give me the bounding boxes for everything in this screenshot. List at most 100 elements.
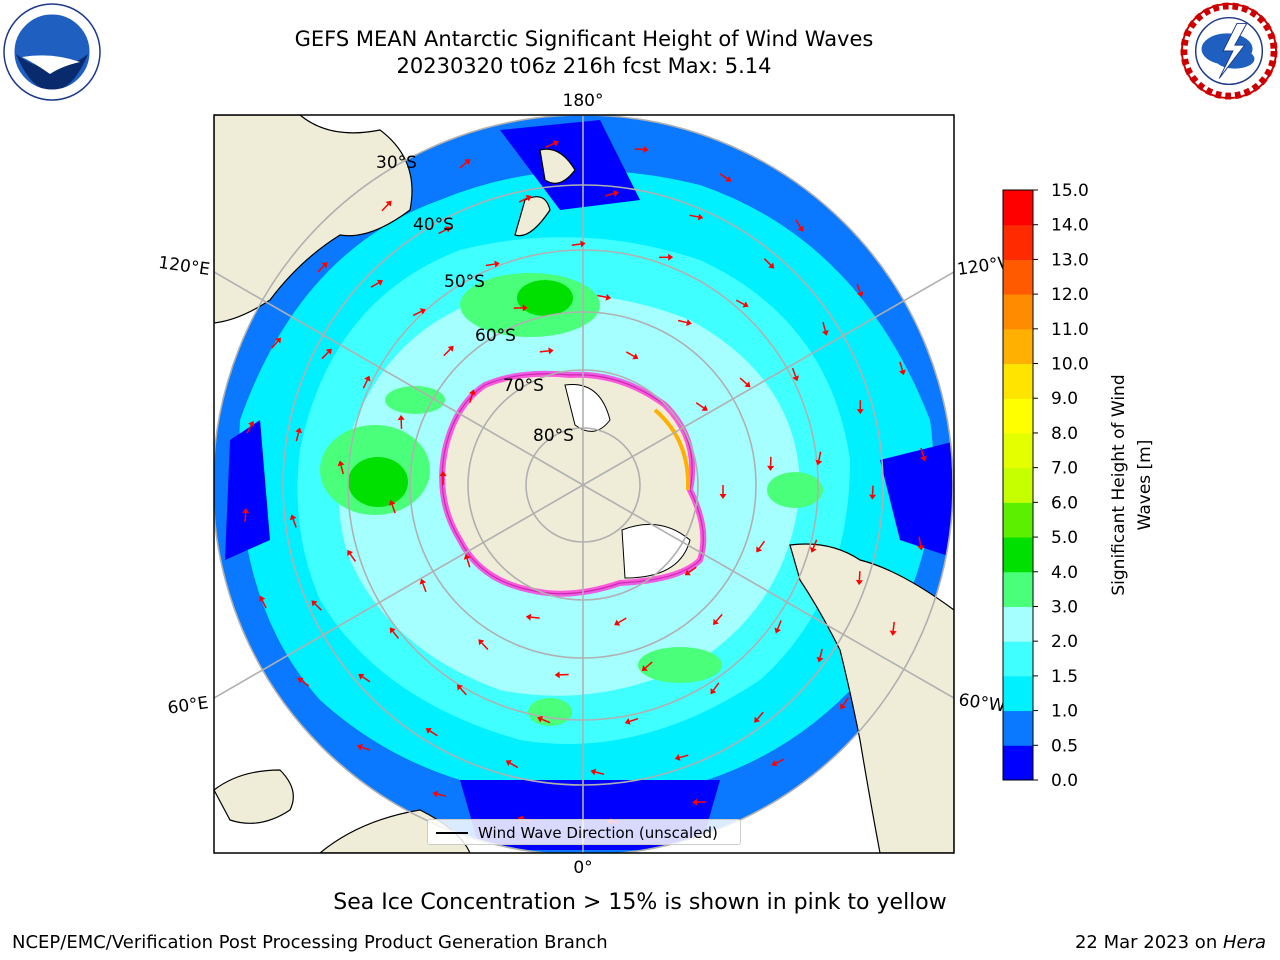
wave-direction-arrow-shaft [349, 553, 357, 562]
wave-direction-arrow-shaft [340, 465, 344, 475]
wave-direction-arrow-shaft [571, 243, 581, 247]
wave-direction-arrow-head [321, 262, 328, 269]
wave-patch-max-north [517, 280, 573, 316]
wave-direction-arrow-head [632, 353, 639, 360]
colorbar-tick-label: 15.0 [1051, 181, 1089, 201]
wave-direction-arrow-head [810, 546, 817, 553]
wave-direction-arrow-shaft [818, 451, 822, 461]
wave-direction-arrow-head [456, 684, 463, 691]
colorbar-tick-label: 8.0 [1051, 424, 1078, 444]
wave-direction-arrow-head [822, 329, 829, 336]
wave-direction-arrow-shaft [899, 361, 904, 371]
colorbar-tick-label: 5.0 [1051, 528, 1078, 548]
wave-direction-arrow-shaft [361, 746, 371, 751]
wave-direction-arrow-shaft [918, 536, 922, 546]
footer-host: Hera [1222, 932, 1266, 953]
wave-direction-arrow-head [713, 618, 719, 625]
wave-direction-arrow-shaft [244, 512, 247, 523]
colorbar-segment [1003, 502, 1033, 538]
colorbar-label-line-1: Significant Height of Wind [1109, 374, 1129, 595]
wave-direction-arrow-shaft [459, 161, 468, 169]
wave-direction-arrow-head [767, 465, 775, 471]
wave-direction-arrow-shaft [362, 676, 371, 683]
wave-direction-arrow-head [697, 213, 704, 221]
colorbar-segment [1003, 398, 1033, 434]
footer-date: 22 Mar 2023 on Hera [1075, 932, 1266, 953]
wave-direction-arrow-shaft [391, 504, 396, 514]
wave-direction-arrow-shaft [679, 754, 689, 759]
wave-direction-arrow-head [710, 688, 717, 695]
colorbar-tick-label: 0.5 [1051, 736, 1078, 756]
colorbar-tick-label: 7.0 [1051, 459, 1078, 479]
wave-patch-green-southeast [638, 647, 722, 683]
wave-direction-arrow-head [364, 375, 371, 382]
wave-direction-arrow-shaft [545, 142, 555, 148]
lat-label-40s: 40°S [413, 215, 454, 235]
wave-direction-arrow-head [389, 627, 396, 634]
wave-direction-arrow-head [686, 319, 692, 326]
lat-label-60s: 60°S [475, 326, 516, 346]
wave-direction-arrow-shaft [712, 682, 720, 691]
wave-direction-arrow-shaft [392, 630, 400, 639]
colorbar-tick-label: 14.0 [1051, 216, 1089, 236]
colorbar-segment [1003, 537, 1033, 573]
wave-direction-arrow-head [337, 460, 345, 467]
wave-direction-arrow-shaft [412, 310, 422, 317]
wave-direction-arrow-head [641, 665, 648, 672]
wave-direction-arrow-head [439, 471, 447, 476]
wave-direction-arrow-shaft [292, 518, 297, 528]
wave-direction-arrow-head [744, 381, 751, 388]
wave-direction-arrow-head [447, 345, 454, 352]
wave-direction-arrow-head [614, 619, 621, 626]
wave-direction-arrow-shaft [271, 340, 279, 349]
wave-direction-arrow-shaft [261, 599, 267, 609]
wave-direction-arrow-shaft [739, 377, 748, 385]
colorbar-tick-label: 10.0 [1051, 355, 1089, 375]
colorbar-segment [1003, 190, 1033, 226]
colorbar-tick-label: 0.0 [1051, 771, 1078, 791]
wave-direction-arrow-shaft [645, 661, 653, 669]
lon-label-0: 0° [573, 858, 592, 878]
wave-direction-arrow-shaft [530, 616, 540, 619]
colorbar-tick-label: 3.0 [1051, 597, 1078, 617]
wave-direction-arrow-head [754, 716, 761, 723]
wave-patch-max-west [348, 457, 408, 507]
colorbar-segment [1003, 328, 1033, 365]
wave-direction-arrow-head [478, 639, 485, 646]
colorbar-segment [1003, 745, 1033, 781]
wave-direction-arrow-head [855, 579, 863, 586]
title-line-1: GEFS MEAN Antarctic Significant Height o… [294, 27, 874, 51]
colorbar-segment [1003, 432, 1033, 469]
wave-direction-arrow-head [701, 404, 708, 411]
wave-direction-arrow-head [692, 798, 698, 806]
wave-direction-arrow-shaft [763, 258, 772, 266]
wave-direction-arrow-head [419, 578, 427, 585]
new-zealand-land [514, 148, 576, 237]
colorbar-tick-label: 1.5 [1051, 667, 1078, 687]
wave-direction-arrow-head [815, 459, 823, 466]
wave-direction-arrow-shaft [629, 717, 639, 723]
lat-label-50s: 50°S [444, 272, 485, 292]
wave-direction-arrow-head [552, 140, 559, 147]
wave-direction-arrow-shaft [466, 558, 471, 568]
wave-direction-arrow-shaft [295, 432, 300, 442]
wave-direction-arrow-head [356, 743, 363, 751]
wave-direction-arrow-head [719, 494, 727, 499]
wave-direction-arrow-shaft [438, 228, 447, 235]
wave-direction-arrow-shaft [819, 648, 823, 658]
wave-direction-arrow-shaft [469, 393, 474, 403]
wave-direction-arrow-shaft [314, 603, 322, 611]
wave-direction-arrow-head [917, 544, 925, 551]
wave-direction-arrow-head [289, 514, 297, 521]
wave-direction-arrow-head [505, 760, 512, 767]
wave-direction-arrow-shaft [429, 730, 438, 737]
colorbar-tick-label: 2.0 [1051, 632, 1078, 652]
wave-direction-arrow-head [397, 414, 405, 420]
graticule [214, 115, 954, 853]
wave-direction-arrow-shaft [422, 583, 427, 593]
wave-direction-arrow-head [525, 194, 532, 202]
wave-direction-arrow-head [624, 718, 631, 725]
wave-direction-arrow-head [605, 293, 612, 301]
wave-direction-arrow-head [840, 703, 847, 710]
